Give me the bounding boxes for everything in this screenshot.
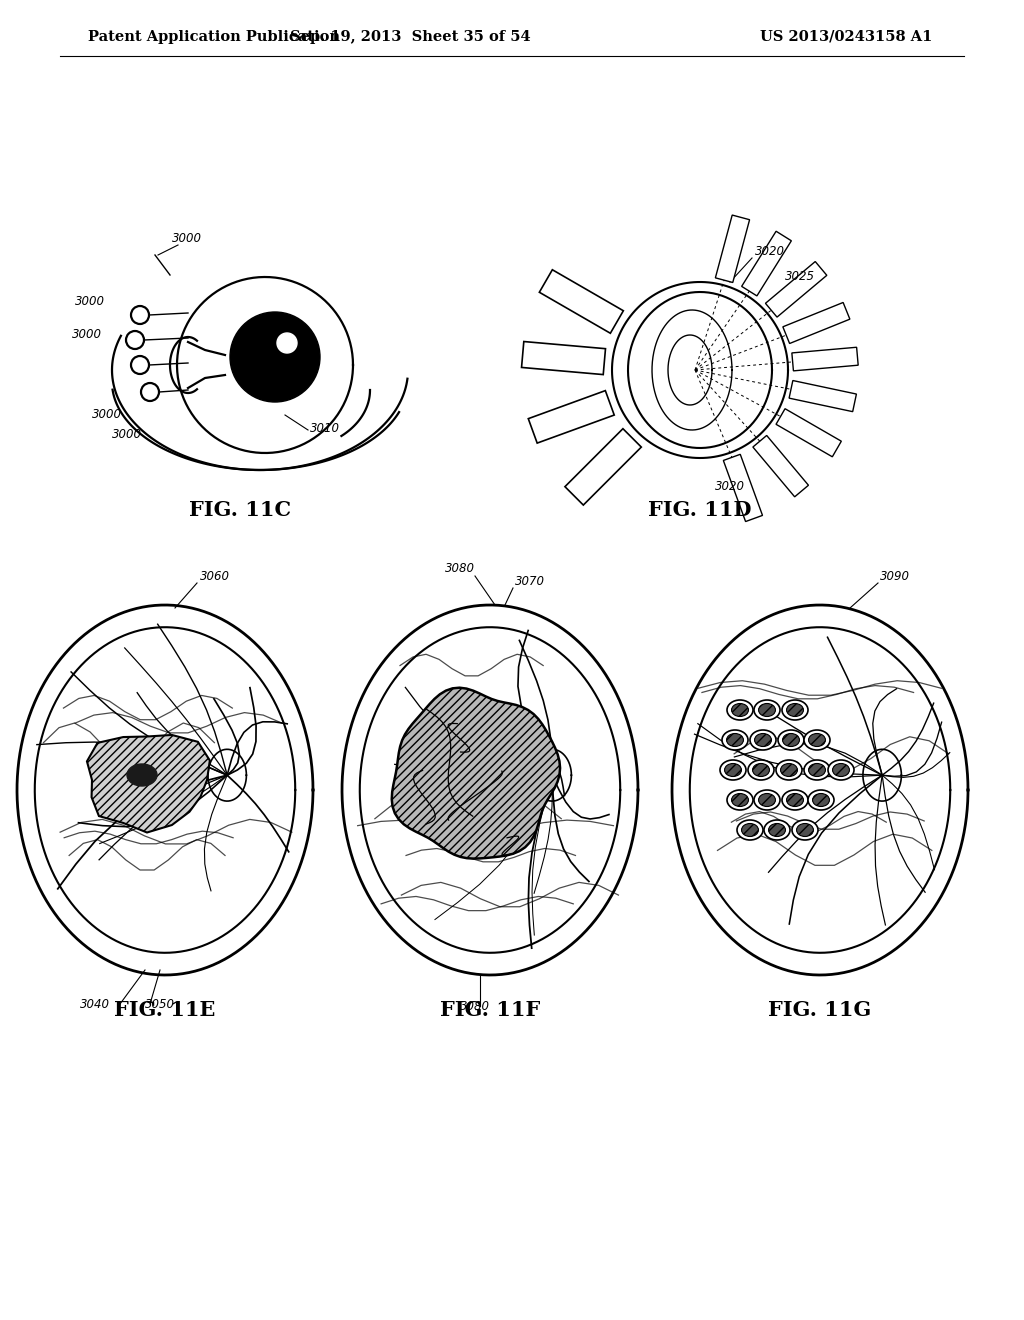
Ellipse shape — [809, 734, 825, 747]
Text: 3020: 3020 — [715, 480, 745, 492]
Ellipse shape — [722, 730, 748, 750]
Ellipse shape — [778, 730, 804, 750]
Ellipse shape — [720, 760, 746, 780]
Text: Patent Application Publication: Patent Application Publication — [88, 30, 340, 44]
Text: 3070: 3070 — [515, 576, 545, 587]
Polygon shape — [792, 347, 858, 371]
Polygon shape — [766, 261, 826, 317]
Polygon shape — [716, 215, 750, 282]
Text: 3000: 3000 — [112, 428, 142, 441]
Ellipse shape — [786, 793, 804, 807]
Polygon shape — [753, 436, 809, 496]
Ellipse shape — [727, 789, 753, 810]
Ellipse shape — [780, 763, 798, 776]
Ellipse shape — [725, 763, 741, 776]
Ellipse shape — [737, 820, 763, 840]
Ellipse shape — [754, 789, 780, 810]
Text: 3000: 3000 — [92, 408, 122, 421]
Ellipse shape — [754, 700, 780, 719]
Text: 3090: 3090 — [880, 570, 910, 583]
Text: FIG. 11G: FIG. 11G — [768, 1001, 871, 1020]
Polygon shape — [392, 688, 560, 858]
Ellipse shape — [769, 824, 785, 837]
Ellipse shape — [727, 734, 743, 747]
Circle shape — [131, 356, 150, 374]
Polygon shape — [87, 735, 210, 833]
Ellipse shape — [833, 763, 850, 776]
Polygon shape — [540, 269, 624, 333]
Ellipse shape — [804, 730, 830, 750]
Ellipse shape — [127, 764, 157, 785]
Text: 3040: 3040 — [80, 998, 110, 1011]
Ellipse shape — [809, 763, 825, 776]
Text: 3025: 3025 — [785, 271, 815, 282]
Ellipse shape — [727, 700, 753, 719]
Ellipse shape — [782, 734, 800, 747]
Ellipse shape — [753, 763, 769, 776]
Text: 3000: 3000 — [72, 327, 102, 341]
Polygon shape — [723, 454, 763, 521]
Text: FIG. 11D: FIG. 11D — [648, 500, 752, 520]
Text: 3010: 3010 — [310, 422, 340, 436]
Ellipse shape — [786, 704, 804, 717]
Polygon shape — [783, 302, 850, 343]
Ellipse shape — [759, 793, 775, 807]
Ellipse shape — [731, 793, 749, 807]
Text: FIG. 11F: FIG. 11F — [440, 1001, 540, 1020]
Ellipse shape — [748, 760, 774, 780]
Ellipse shape — [792, 820, 818, 840]
Circle shape — [126, 331, 144, 348]
Circle shape — [141, 383, 159, 401]
Circle shape — [230, 312, 319, 403]
Ellipse shape — [731, 704, 749, 717]
Ellipse shape — [755, 734, 771, 747]
Ellipse shape — [782, 789, 808, 810]
Ellipse shape — [808, 789, 834, 810]
Ellipse shape — [776, 760, 802, 780]
Text: 3020: 3020 — [755, 246, 785, 257]
Polygon shape — [790, 380, 856, 412]
Circle shape — [278, 333, 297, 352]
Text: Sep. 19, 2013  Sheet 35 of 54: Sep. 19, 2013 Sheet 35 of 54 — [290, 30, 530, 44]
Ellipse shape — [797, 824, 813, 837]
Ellipse shape — [741, 824, 759, 837]
Ellipse shape — [804, 760, 830, 780]
Text: 3050: 3050 — [145, 998, 175, 1011]
Ellipse shape — [828, 760, 854, 780]
Text: 3060: 3060 — [200, 570, 230, 583]
Ellipse shape — [813, 793, 829, 807]
Polygon shape — [521, 342, 605, 375]
Polygon shape — [565, 429, 641, 506]
Text: 3080: 3080 — [445, 562, 475, 576]
Text: 3000: 3000 — [172, 232, 202, 246]
Circle shape — [131, 306, 150, 323]
Polygon shape — [776, 409, 842, 457]
Text: 3000: 3000 — [75, 294, 105, 308]
Ellipse shape — [782, 700, 808, 719]
Ellipse shape — [750, 730, 776, 750]
Polygon shape — [528, 391, 614, 444]
Ellipse shape — [759, 704, 775, 717]
Polygon shape — [741, 231, 792, 296]
Text: US 2013/0243158 A1: US 2013/0243158 A1 — [760, 30, 933, 44]
Ellipse shape — [764, 820, 790, 840]
Text: FIG. 11E: FIG. 11E — [115, 1001, 216, 1020]
Text: FIG. 11C: FIG. 11C — [189, 500, 291, 520]
Text: 3080: 3080 — [460, 1001, 490, 1012]
